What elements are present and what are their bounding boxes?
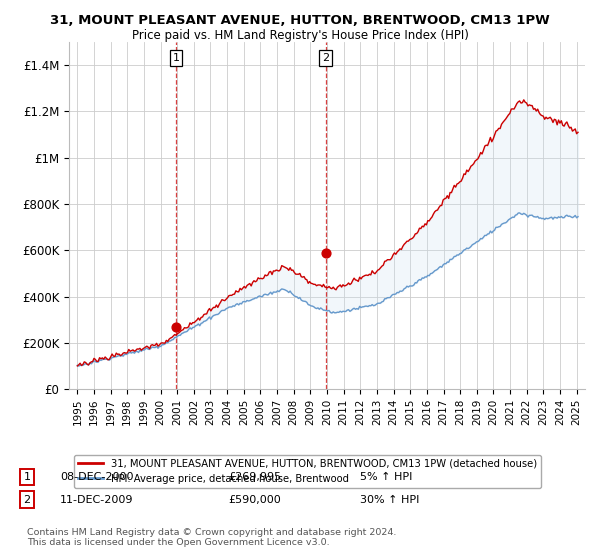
Point [321, 248, 331, 257]
Text: 30% ↑ HPI: 30% ↑ HPI [360, 494, 419, 505]
Text: 2: 2 [322, 53, 329, 63]
Text: Contains HM Land Registry data © Crown copyright and database right 2024.
This d: Contains HM Land Registry data © Crown c… [27, 528, 397, 547]
Point [171, 322, 181, 331]
Text: Price paid vs. HM Land Registry's House Price Index (HPI): Price paid vs. HM Land Registry's House … [131, 29, 469, 42]
Text: 08-DEC-2000: 08-DEC-2000 [60, 472, 133, 482]
Text: 11-DEC-2009: 11-DEC-2009 [60, 494, 133, 505]
Text: 2: 2 [23, 494, 31, 505]
Text: 31, MOUNT PLEASANT AVENUE, HUTTON, BRENTWOOD, CM13 1PW: 31, MOUNT PLEASANT AVENUE, HUTTON, BRENT… [50, 14, 550, 27]
Text: £590,000: £590,000 [228, 494, 281, 505]
Text: £269,995: £269,995 [228, 472, 281, 482]
Text: 1: 1 [23, 472, 31, 482]
Legend: 31, MOUNT PLEASANT AVENUE, HUTTON, BRENTWOOD, CM13 1PW (detached house), HPI: Av: 31, MOUNT PLEASANT AVENUE, HUTTON, BRENT… [74, 455, 541, 488]
Text: 5% ↑ HPI: 5% ↑ HPI [360, 472, 412, 482]
Text: 1: 1 [172, 53, 179, 63]
